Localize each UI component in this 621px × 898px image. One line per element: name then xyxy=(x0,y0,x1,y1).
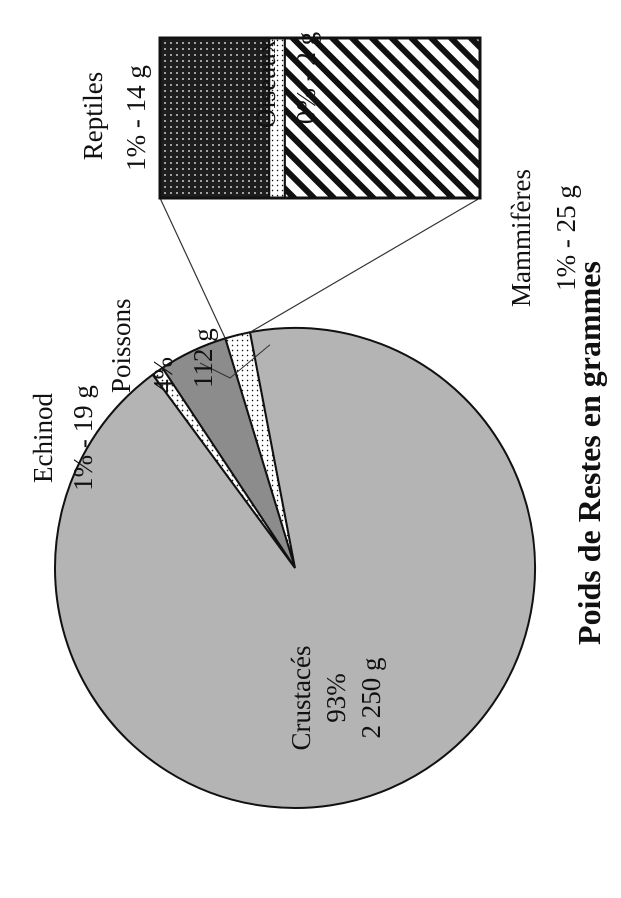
label-poissons-name: Poissons xyxy=(106,298,136,393)
label-crustaces-weight: 2 250 g xyxy=(356,658,386,739)
breakout-connectors xyxy=(159,197,481,379)
connector-line-1 xyxy=(159,197,226,339)
label-echinod-detail: 1% - 19 g xyxy=(68,385,98,491)
leader-line-poissons xyxy=(199,344,271,379)
label-crustaces-name: Crustacés xyxy=(286,646,316,751)
breakout-bar xyxy=(158,36,482,200)
bar-outline xyxy=(158,36,482,200)
label-poissons-pct: 4% xyxy=(148,357,178,393)
connector-line-2 xyxy=(249,197,481,333)
pie-slice-crustacs xyxy=(54,327,536,809)
label-crustaces-pct: 93% xyxy=(321,673,351,723)
label-mammiferes-detail: 1% - 25 g xyxy=(551,185,581,291)
label-oiseaux-name: Oiseaux xyxy=(251,39,281,128)
chart-title: Poids de Restes en grammes xyxy=(571,261,607,645)
label-reptiles-name: Reptiles xyxy=(78,72,108,161)
label-reptiles-detail: 1% - 14 g xyxy=(121,65,151,171)
label-mammiferes-name: Mammifères xyxy=(506,169,536,307)
label-oiseaux-detail: 0% - 2 g xyxy=(291,32,321,124)
label-echinod-name: Echinod xyxy=(28,393,58,483)
label-poissons-weight: 112 g xyxy=(188,328,218,388)
pie xyxy=(54,327,536,809)
